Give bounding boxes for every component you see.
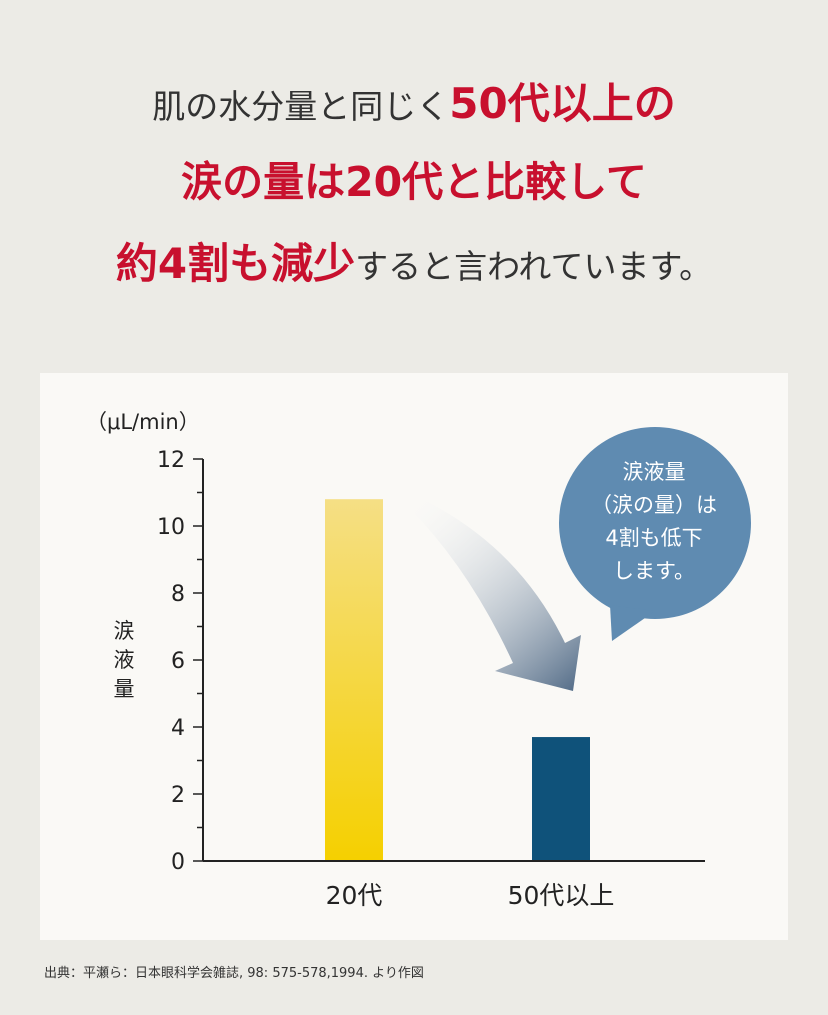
- y-axis-label-char: 涙: [114, 619, 135, 643]
- headline-line-2: 涙の量は20代と比較して: [0, 148, 828, 208]
- y-tick-label: 6: [171, 649, 185, 674]
- headline-line-1-dark: 肌の水分量と同じく: [152, 87, 450, 126]
- y-tick-label: 0: [171, 850, 185, 875]
- headline-line-3-red: 約4割も減少: [115, 239, 356, 288]
- y-tick-label: 12: [157, 448, 185, 473]
- y-axis-label: 涙液量: [114, 619, 135, 701]
- headline-line-1: 肌の水分量と同じく50代以上の: [0, 70, 828, 131]
- callout-text-line: （涙の量）は: [591, 493, 717, 517]
- source-citation: 出典：平瀬ら：日本眼科学会雑誌, 98: 575-578,1994. より作図: [44, 966, 424, 981]
- y-tick-label: 10: [157, 515, 185, 540]
- headline-line-3-dark: すると言われています。: [355, 247, 713, 286]
- category-label: 20代: [326, 881, 383, 910]
- y-tick-label: 4: [171, 716, 185, 741]
- tear-volume-bar-chart: （μL/min） 涙液量 0 2 4 6 8 10 12 20代 50代以上 涙液量 （涙の量）…: [86, 410, 751, 910]
- y-axis-label-char: 液: [114, 648, 135, 672]
- callout-text-line: します。: [613, 559, 695, 583]
- headline-line-3: 約4割も減少すると言われています。: [0, 230, 828, 291]
- category-label: 50代以上: [508, 881, 615, 910]
- bar-2: [532, 737, 590, 861]
- bar-1: [325, 499, 383, 861]
- y-tick-label: 2: [171, 783, 185, 808]
- y-tick-label: 8: [171, 582, 185, 607]
- chart-panel: （μL/min） 涙液量 0 2 4 6 8 10 12 20代 50代以上 涙液量 （涙の量）…: [40, 373, 788, 940]
- callout-text-line: 涙液量: [623, 460, 686, 484]
- callout-text-line: 4割も低下: [605, 526, 702, 550]
- headline-line-2-red: 涙の量は20代と比較して: [181, 158, 647, 206]
- decrease-arrow: [380, 481, 581, 691]
- unit-label: （μL/min）: [86, 410, 200, 434]
- y-axis-label-char: 量: [114, 677, 135, 701]
- headline-line-1-red: 50代以上の: [449, 79, 676, 128]
